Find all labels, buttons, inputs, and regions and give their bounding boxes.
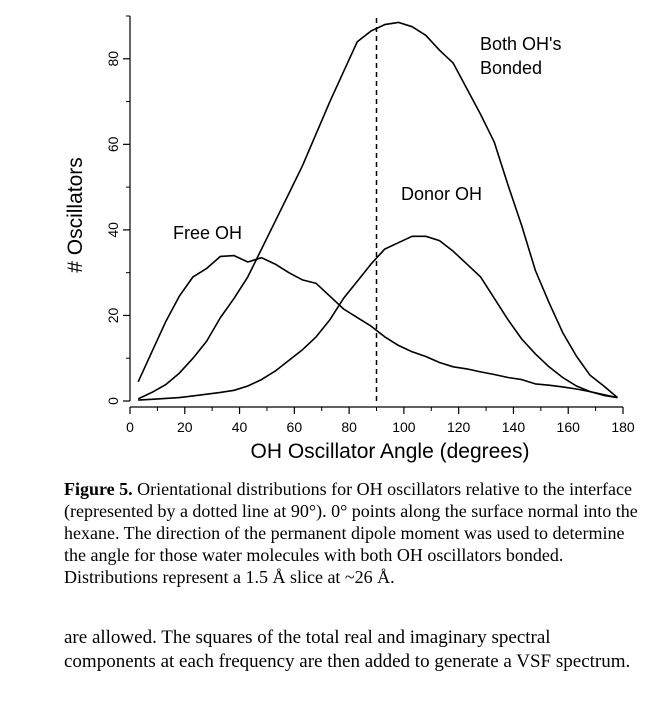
annotation-free-oh: Free OH [173,223,242,243]
x-tick-label: 80 [341,419,357,435]
x-tick-label: 160 [557,419,581,435]
figure-label: Figure 5. [64,479,133,499]
series-line-both-oh-bonded [137,21,619,400]
figure-caption-text: Orientational distributions for OH oscil… [64,479,638,587]
plot-area [137,16,619,401]
x-tick-label: 120 [447,419,471,435]
y-tick-label: 40 [105,222,121,238]
y-tick-label: 0 [105,397,121,405]
body-paragraph: are allowed. The squares of the total re… [64,627,631,672]
annotation-bonded: Bonded [480,58,542,78]
y-tick-label: 20 [105,307,121,323]
x-tick-label: 140 [502,419,526,435]
y-tick-label: 60 [105,136,121,152]
x-tick-label: 40 [232,419,248,435]
x-tick-label: 60 [287,419,303,435]
x-tick-label: 20 [177,419,193,435]
x-tick-label: 0 [126,419,134,435]
figure-caption: Figure 5. Orientational distributions fo… [64,478,644,588]
y-tick-label: 80 [105,51,121,67]
annotation-donor-oh: Donor OH [401,184,482,204]
annotation-both-oh: Both OH's [480,34,561,54]
axes: 0 20 40 60 80 0 20 40 60 80 100 120 140 160 180 [105,15,635,435]
series-line-donor-oh [138,235,618,401]
y-axis-label: # Oscillators [64,157,87,273]
series-line-free-oh [137,254,618,399]
x-tick-label: 100 [392,419,416,435]
x-axis-label: OH Oscillator Angle (degrees) [251,440,530,463]
chart: 0 20 40 60 80 0 20 40 60 80 100 120 140 160 180 # Osci… [64,15,635,463]
x-tick-label: 180 [611,419,635,435]
